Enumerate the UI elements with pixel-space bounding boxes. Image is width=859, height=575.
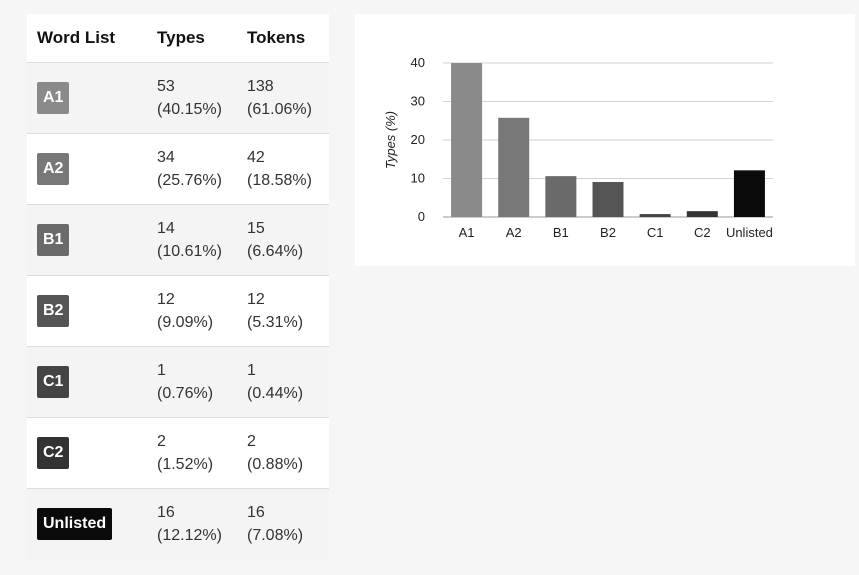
types-bar-chart-panel: 0 10 20 30 40 A1 A2 B1 B2 C1 C2 Unlisted Types (%): [355, 14, 855, 266]
level-badge: A1: [37, 82, 70, 114]
tokens-count: 16: [247, 504, 265, 522]
types-percent: (9.09%): [157, 314, 214, 331]
y-tick-label: 20: [411, 132, 425, 147]
y-tick-label: 30: [411, 94, 425, 109]
x-tick-label: C1: [647, 225, 664, 240]
level-badge: B2: [37, 295, 70, 327]
tokens-count: 2: [247, 433, 256, 450]
tokens-percent: (0.88%): [247, 456, 304, 473]
y-tick-label: 40: [411, 55, 425, 70]
table-row: A1 53 (40.15%) 138 (61.06%): [27, 62, 329, 134]
types-count: 53: [157, 78, 175, 95]
level-cell: Unlisted: [27, 488, 157, 560]
bar-unlisted: [733, 170, 765, 217]
level-cell: A1: [27, 62, 157, 134]
tokens-cell: 2 (0.88%): [247, 417, 329, 489]
x-tick-label: B2: [600, 225, 616, 240]
x-tick-label: C2: [694, 225, 711, 240]
types-cell: 34 (25.76%): [157, 133, 247, 205]
header-tokens: Tokens: [247, 14, 329, 63]
table-row: C1 1 (0.76%) 1 (0.44%): [27, 346, 329, 418]
x-tick-label: B1: [553, 225, 569, 240]
table-row: B1 14 (10.61%) 15 (6.64%): [27, 204, 329, 276]
tokens-cell: 12 (5.31%): [247, 275, 329, 347]
types-cell: 12 (9.09%): [157, 275, 247, 347]
bar-a2: [498, 117, 530, 217]
tokens-count: 1: [247, 362, 256, 379]
types-count: 16: [157, 504, 175, 522]
x-tick-label: Unlisted: [726, 225, 773, 240]
types-bar-chart: 0 10 20 30 40 A1 A2 B1 B2 C1 C2 Unlisted Types (%): [383, 55, 773, 240]
level-badge: Unlisted: [37, 508, 113, 541]
level-cell: B1: [27, 204, 157, 276]
level-badge: C2: [37, 437, 70, 469]
table-row: A2 34 (25.76%) 42 (18.58%): [27, 133, 329, 205]
tokens-count: 15: [247, 220, 265, 237]
tokens-count: 42: [247, 149, 265, 166]
tokens-cell: 1 (0.44%): [247, 346, 329, 418]
types-count: 1: [157, 362, 166, 379]
types-cell: 14 (10.61%): [157, 204, 247, 276]
tokens-percent: (5.31%): [247, 314, 304, 331]
y-axis-label: Types (%): [383, 111, 398, 169]
tokens-percent: (61.06%): [247, 101, 312, 118]
tokens-percent: (7.08%): [247, 527, 304, 545]
types-count: 14: [157, 220, 175, 237]
word-list-table-panel: Word List Types Tokens A1 53 (40.15%) 138 (6…: [27, 14, 329, 560]
tokens-count: 12: [247, 291, 265, 308]
tokens-count: 138: [247, 78, 274, 95]
tokens-cell: 138 (61.06%): [247, 62, 329, 134]
table-row: Unlisted 16 (12.12%) 16 (7.08%): [27, 488, 329, 560]
level-cell: C1: [27, 346, 157, 418]
types-percent: (40.15%): [157, 101, 222, 118]
types-cell: 2 (1.52%): [157, 417, 247, 489]
tokens-percent: (0.44%): [247, 385, 304, 402]
types-percent: (1.52%): [157, 456, 214, 473]
level-badge: B1: [37, 224, 70, 256]
bar-b2: [592, 182, 624, 217]
bar-a1: [451, 63, 483, 217]
types-cell: 53 (40.15%): [157, 62, 247, 134]
types-count: 12: [157, 291, 175, 308]
tokens-cell: 16 (7.08%): [247, 488, 329, 560]
table-row: B2 12 (9.09%) 12 (5.31%): [27, 275, 329, 347]
table-body: A1 53 (40.15%) 138 (61.06%) A2 34 (25.76%) 42 (18…: [27, 62, 329, 560]
level-badge: C1: [37, 366, 70, 398]
header-types: Types: [157, 14, 247, 63]
x-tick-label: A1: [459, 225, 475, 240]
types-percent: (0.76%): [157, 385, 214, 402]
tokens-cell: 15 (6.64%): [247, 204, 329, 276]
bar-c1: [639, 214, 671, 217]
types-cell: 1 (0.76%): [157, 346, 247, 418]
types-percent: (10.61%): [157, 243, 222, 260]
table-row: C2 2 (1.52%) 2 (0.88%): [27, 417, 329, 489]
tokens-percent: (6.64%): [247, 243, 304, 260]
bar-c2: [686, 211, 718, 217]
y-tick-label: 0: [418, 209, 425, 224]
header-word-list: Word List: [27, 14, 157, 63]
bar-b1: [545, 176, 577, 217]
y-tick-label: 10: [411, 171, 425, 186]
types-cell: 16 (12.12%): [157, 488, 247, 560]
x-tick-label: A2: [506, 225, 522, 240]
level-cell: C2: [27, 417, 157, 489]
tokens-cell: 42 (18.58%): [247, 133, 329, 205]
types-percent: (25.76%): [157, 172, 222, 189]
types-count: 34: [157, 149, 175, 166]
level-badge: A2: [37, 153, 70, 185]
level-cell: A2: [27, 133, 157, 205]
types-count: 2: [157, 433, 166, 450]
word-list-table: Word List Types Tokens A1 53 (40.15%) 138 (6…: [27, 14, 329, 560]
types-percent: (12.12%): [157, 527, 222, 545]
table-header-row: Word List Types Tokens: [27, 14, 329, 63]
level-cell: B2: [27, 275, 157, 347]
tokens-percent: (18.58%): [247, 172, 312, 189]
